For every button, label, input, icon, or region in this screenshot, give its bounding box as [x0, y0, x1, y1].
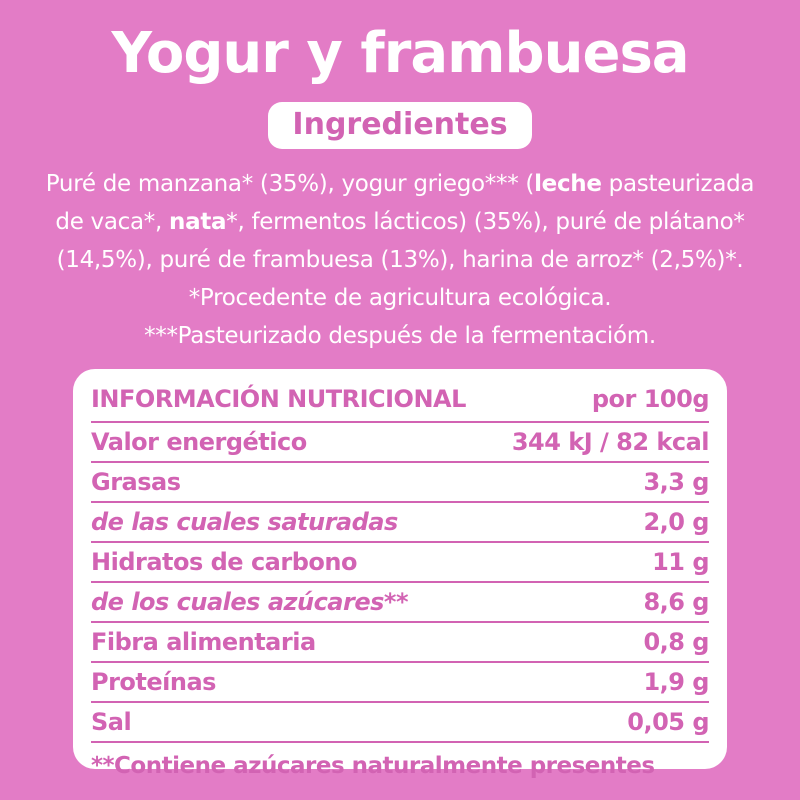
nutrition-row-saturated-fat: de las cuales saturadas 2,0 g: [91, 503, 709, 543]
nutrition-row-value: 11 g: [652, 547, 709, 576]
ingredient-line-3: (14,5%), puré de frambuesa (13%), harina…: [56, 246, 744, 273]
nutrition-row-value: 1,9 g: [643, 667, 709, 696]
nutrition-row-salt: Sal 0,05 g: [91, 703, 709, 743]
nutrition-row-label: Sal: [91, 707, 132, 736]
ingredient-line-1-post: pasteurizada: [601, 170, 755, 197]
nutrition-row-value: 3,3 g: [643, 467, 709, 496]
nutrition-row-fiber: Fibra alimentaria 0,8 g: [91, 623, 709, 663]
nutrition-row-label: de las cuales saturadas: [91, 507, 398, 536]
ingredient-line-1-pre: Puré de manzana* (35%), yogur griego*** …: [45, 170, 535, 197]
sugars-footnote: **Contiene azúcares naturalmente present…: [91, 752, 655, 779]
product-title: Yogur y frambuesa: [111, 21, 689, 86]
nutrition-table-per-unit: por 100g: [591, 384, 710, 413]
nutrition-row-value: 8,6 g: [643, 587, 709, 616]
ingredient-line-2-post: *, fermentos lácticos) (35%), puré de pl…: [226, 208, 745, 235]
ingredient-line-2-bold: nata: [169, 208, 227, 235]
nutrition-row-protein: Proteínas 1,9 g: [91, 663, 709, 703]
pasteurized-footnote: ***Pasteurizado después de la fermentaci…: [144, 322, 656, 349]
nutrition-row-sugars: de los cuales azúcares** 8,6 g: [91, 583, 709, 623]
ingredients-text: Puré de manzana* (35%), yogur griego*** …: [0, 165, 800, 355]
ingredient-line-2-pre: de vaca*,: [55, 208, 170, 235]
nutrition-row-fat: Grasas 3,3 g: [91, 463, 709, 503]
nutrition-row-label: Proteínas: [91, 667, 216, 696]
ingredient-line-1: Puré de manzana* (35%), yogur griego*** …: [0, 165, 800, 203]
ingredient-line-2: de vaca*, nata*, fermentos lácticos) (35…: [0, 203, 800, 241]
nutrition-card: INFORMACIÓN NUTRICIONAL por 100g Valor e…: [73, 368, 727, 779]
nutrition-row-label: de los cuales azúcares**: [91, 587, 409, 616]
nutrition-table-title: INFORMACIÓN NUTRICIONAL: [91, 384, 466, 413]
nutrition-row-value: 0,8 g: [643, 627, 709, 656]
nutrition-row-energy: Valor energético 344 kJ / 82 kcal: [91, 423, 710, 463]
nutrition-table-header: INFORMACIÓN NUTRICIONAL por 100g: [91, 377, 710, 423]
ingredients-badge-label: Ingredientes: [292, 106, 508, 142]
nutrition-row-label: Grasas: [91, 467, 181, 496]
nutrition-row-carbohydrates: Hidratos de carbono 11 g: [91, 543, 709, 583]
organic-footnote: *Procedente de agricultura ecológica.: [188, 284, 612, 311]
nutrition-row-value: 0,05 g: [627, 707, 709, 736]
ingredients-badge: Ingredientes: [268, 101, 532, 149]
nutrition-row-value: 344 kJ / 82 kcal: [511, 427, 710, 456]
nutrition-row-value: 2,0 g: [643, 507, 709, 536]
nutrition-row-label: Fibra alimentaria: [91, 627, 316, 656]
nutrition-row-label: Valor energético: [91, 427, 307, 456]
ingredient-line-1-bold: leche: [534, 170, 602, 197]
nutrition-row-label: Hidratos de carbono: [91, 547, 357, 576]
